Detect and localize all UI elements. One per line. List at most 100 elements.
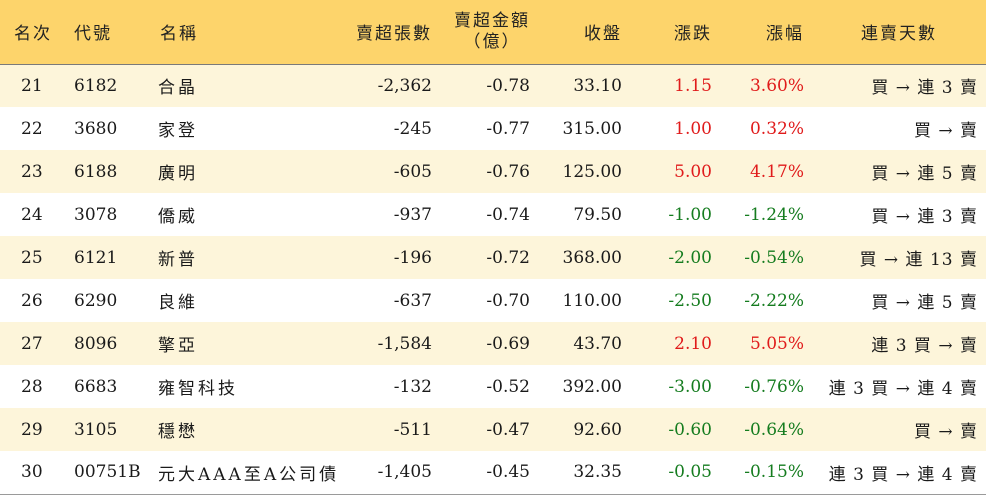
cell-net-sell-lots: -637 [393, 290, 432, 311]
cell-close: 43.70 [573, 333, 622, 354]
cell-close: 79.50 [573, 204, 622, 225]
header-net-sell-amount-line2: （億） [463, 31, 521, 52]
cell-code: 3078 [74, 204, 118, 225]
header-change[interactable]: 漲跌 [630, 0, 720, 65]
table-row[interactable]: 30 00751B 元大AAA至A公司債 -1,405 -0.45 32.35 -0.05 -… [0, 451, 986, 494]
cell-net-sell-amount: -0.76 [486, 161, 530, 182]
table-row[interactable]: 28 6683 雍智科技 -132 -0.52 392.00 -3.00 -0.76% 連 3 … [0, 365, 986, 408]
cell-net-sell-amount: -0.78 [486, 75, 530, 96]
header-change-pct[interactable]: 漲幅 [720, 0, 812, 65]
cell-change: -0.60 [668, 419, 712, 440]
cell-close: 315.00 [562, 118, 622, 139]
cell-rank: 21 [21, 75, 43, 96]
cell-streak: 買 → 連 3 賣 [871, 207, 978, 227]
cell-change-pct: -0.76% [744, 376, 804, 397]
cell-change-pct: -2.22% [744, 290, 804, 311]
cell-change-pct: -1.24% [744, 204, 804, 225]
table-row[interactable]: 29 3105 穩懋 -511 -0.47 92.60 -0.60 -0.64% 買 → 賣 [0, 408, 986, 451]
cell-change: 1.00 [674, 118, 712, 139]
cell-net-sell-amount: -0.70 [486, 290, 530, 311]
cell-change-pct: -0.15% [744, 462, 804, 483]
cell-name: 良維 [158, 293, 198, 313]
header-rank[interactable]: 名次 [0, 0, 66, 65]
header-net-sell-amount-label: 賣超金額 （億） [454, 11, 530, 53]
header-streak[interactable]: 連賣天數 [812, 0, 986, 65]
cell-net-sell-lots: -2,362 [377, 75, 432, 96]
cell-close: 92.60 [573, 419, 622, 440]
cell-code: 00751B [74, 462, 141, 483]
table-header: 名次 代號 名稱 賣超張數 賣超金額 （億） 收盤 漲跌 漲幅 連賣天數 [0, 0, 986, 65]
cell-net-sell-lots: -132 [393, 376, 432, 397]
header-close[interactable]: 收盤 [538, 0, 630, 65]
cell-change-pct: 5.05% [749, 333, 804, 354]
cell-change: 2.10 [674, 333, 712, 354]
cell-rank: 27 [21, 333, 43, 354]
cell-change: -2.00 [668, 247, 712, 268]
cell-net-sell-lots: -245 [393, 118, 432, 139]
cell-name: 擎亞 [158, 336, 198, 356]
cell-rank: 24 [21, 204, 43, 225]
cell-change: -3.00 [668, 376, 712, 397]
cell-streak: 連 3 買 → 連 4 賣 [828, 464, 978, 485]
cell-net-sell-amount: -0.74 [486, 204, 530, 225]
cell-rank: 25 [21, 247, 43, 268]
cell-rank: 29 [21, 419, 43, 440]
header-row: 名次 代號 名稱 賣超張數 賣超金額 （億） 收盤 漲跌 漲幅 連賣天數 [0, 0, 986, 65]
cell-code: 6290 [74, 290, 118, 311]
cell-change: -2.50 [668, 290, 712, 311]
cell-code: 6683 [74, 376, 118, 397]
cell-net-sell-amount: -0.69 [486, 333, 530, 354]
cell-streak: 買 → 連 13 賣 [859, 250, 978, 270]
table-row[interactable]: 25 6121 新普 -196 -0.72 368.00 -2.00 -0.54% 買 → 連 … [0, 236, 986, 279]
cell-name: 家登 [158, 121, 198, 141]
cell-change: -1.00 [668, 204, 712, 225]
cell-code: 6121 [74, 247, 118, 268]
cell-change-pct: 4.17% [749, 161, 804, 182]
cell-change-pct: 3.60% [749, 75, 804, 96]
header-net-sell-lots[interactable]: 賣超張數 [330, 0, 440, 65]
header-net-sell-amount[interactable]: 賣超金額 （億） [440, 0, 538, 65]
cell-rank: 22 [21, 118, 43, 139]
cell-change-pct: -0.64% [744, 419, 804, 440]
table-body: 21 6182 合晶 -2,362 -0.78 33.10 1.15 3.60% 買 → 連 3… [0, 64, 986, 494]
cell-change: 1.15 [674, 75, 712, 96]
cell-code: 6182 [74, 75, 118, 96]
table-row[interactable]: 24 3078 僑威 -937 -0.74 79.50 -1.00 -1.24% 買 → 連 3… [0, 193, 986, 236]
cell-name: 雍智科技 [158, 379, 238, 399]
cell-name: 新普 [158, 250, 198, 270]
cell-code: 8096 [74, 333, 118, 354]
cell-name: 合晶 [158, 78, 198, 99]
cell-close: 125.00 [562, 161, 622, 182]
cell-rank: 23 [21, 161, 43, 182]
cell-net-sell-lots: -605 [393, 161, 432, 182]
cell-net-sell-amount: -0.47 [486, 419, 530, 440]
cell-close: 32.35 [573, 462, 622, 483]
header-name[interactable]: 名稱 [150, 0, 330, 65]
cell-net-sell-amount: -0.45 [486, 462, 530, 483]
cell-close: 33.10 [573, 75, 622, 96]
table-row[interactable]: 26 6290 良維 -637 -0.70 110.00 -2.50 -2.22% 買 → 連 … [0, 279, 986, 322]
cell-streak: 買 → 賣 [913, 422, 978, 442]
cell-streak: 買 → 連 3 賣 [871, 78, 978, 99]
cell-change: -0.05 [668, 462, 712, 483]
cell-rank: 30 [21, 462, 43, 483]
cell-close: 368.00 [562, 247, 622, 268]
cell-close: 110.00 [562, 290, 622, 311]
cell-change-pct: 0.32% [749, 118, 804, 139]
header-code[interactable]: 代號 [66, 0, 150, 65]
cell-name: 穩懋 [158, 422, 198, 442]
cell-net-sell-lots: -511 [393, 419, 432, 440]
cell-streak: 連 3 買 → 賣 [871, 336, 978, 356]
cell-streak: 買 → 連 5 賣 [871, 164, 978, 184]
cell-close: 392.00 [562, 376, 622, 397]
cell-name: 元大AAA至A公司債 [158, 464, 340, 485]
cell-streak: 買 → 連 5 賣 [871, 293, 978, 313]
table-row[interactable]: 22 3680 家登 -245 -0.77 315.00 1.00 0.32% 買 → 賣 [0, 107, 986, 150]
table-row[interactable]: 27 8096 擎亞 -1,584 -0.69 43.70 2.10 5.05% 連 3 買 →… [0, 322, 986, 365]
table-row[interactable]: 21 6182 合晶 -2,362 -0.78 33.10 1.15 3.60% 買 → 連 3… [0, 64, 986, 107]
table-row[interactable]: 23 6188 廣明 -605 -0.76 125.00 5.00 4.17% 買 → 連 5 … [0, 150, 986, 193]
cell-net-sell-amount: -0.72 [486, 247, 530, 268]
cell-code: 6188 [74, 161, 118, 182]
cell-name: 僑威 [158, 207, 198, 227]
